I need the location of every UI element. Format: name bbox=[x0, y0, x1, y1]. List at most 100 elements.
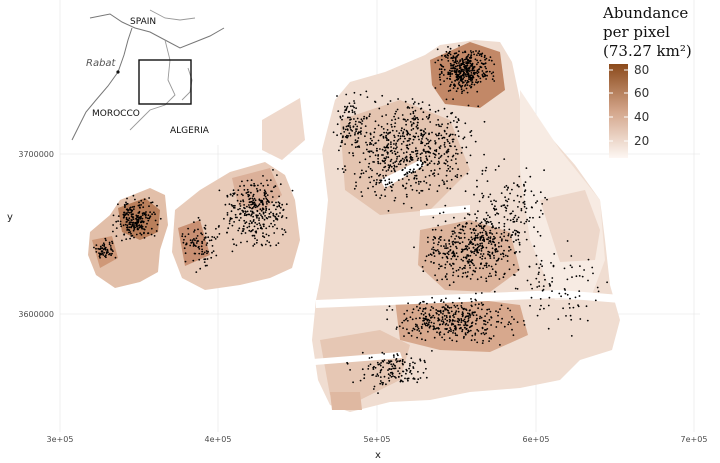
occurrence-point bbox=[428, 319, 431, 322]
occurrence-point bbox=[402, 132, 404, 135]
occurrence-point bbox=[128, 226, 131, 229]
occurrence-point bbox=[278, 195, 280, 198]
occurrence-point bbox=[351, 109, 354, 112]
occurrence-point bbox=[483, 153, 485, 156]
occurrence-point bbox=[468, 213, 471, 216]
occurrence-point bbox=[456, 121, 458, 124]
occurrence-point bbox=[259, 224, 262, 227]
occurrence-point bbox=[461, 275, 464, 278]
occurrence-point bbox=[461, 241, 464, 244]
occurrence-point bbox=[411, 311, 414, 314]
occurrence-point bbox=[452, 243, 455, 246]
occurrence-point bbox=[568, 303, 571, 305]
occurrence-point bbox=[469, 62, 472, 65]
occurrence-point bbox=[484, 169, 487, 172]
occurrence-point bbox=[478, 200, 481, 203]
occurrence-point bbox=[457, 236, 460, 238]
occurrence-point bbox=[446, 138, 449, 141]
occurrence-point bbox=[405, 372, 407, 375]
occurrence-point bbox=[445, 297, 447, 300]
occurrence-point bbox=[141, 225, 144, 228]
occurrence-point bbox=[451, 73, 454, 75]
occurrence-point bbox=[419, 159, 422, 162]
occurrence-point bbox=[390, 181, 393, 184]
occurrence-point bbox=[476, 217, 478, 219]
occurrence-point bbox=[379, 364, 382, 367]
occurrence-point bbox=[250, 213, 253, 216]
occurrence-point bbox=[243, 204, 246, 206]
occurrence-point bbox=[475, 314, 478, 316]
occurrence-point bbox=[395, 147, 397, 150]
occurrence-point bbox=[445, 316, 448, 319]
occurrence-point bbox=[145, 213, 147, 216]
occurrence-point bbox=[128, 217, 131, 220]
occurrence-point bbox=[450, 264, 453, 267]
occurrence-point bbox=[484, 219, 486, 222]
occurrence-point bbox=[454, 311, 457, 314]
occurrence-point bbox=[148, 217, 151, 220]
occurrence-point bbox=[111, 242, 114, 245]
occurrence-point bbox=[379, 134, 382, 137]
occurrence-point bbox=[473, 193, 475, 196]
occurrence-point bbox=[468, 243, 470, 246]
occurrence-point bbox=[579, 318, 582, 320]
occurrence-point bbox=[415, 317, 417, 320]
occurrence-point bbox=[272, 225, 274, 228]
occurrence-point bbox=[399, 135, 402, 138]
occurrence-point bbox=[388, 181, 391, 184]
occurrence-point bbox=[377, 124, 380, 127]
occurrence-point bbox=[518, 185, 520, 188]
occurrence-point bbox=[513, 229, 516, 232]
occurrence-point bbox=[440, 320, 443, 322]
occurrence-point bbox=[256, 205, 259, 208]
occurrence-point bbox=[381, 383, 384, 386]
occurrence-point bbox=[425, 116, 428, 118]
occurrence-point bbox=[443, 141, 446, 144]
occurrence-point bbox=[387, 151, 389, 154]
occurrence-point bbox=[138, 224, 141, 227]
occurrence-point bbox=[268, 208, 271, 211]
occurrence-point bbox=[473, 83, 476, 86]
occurrence-point bbox=[460, 258, 463, 261]
occurrence-point bbox=[457, 323, 460, 326]
occurrence-point bbox=[459, 327, 462, 330]
occurrence-point bbox=[464, 264, 466, 267]
occurrence-point bbox=[278, 202, 281, 205]
x-axis: 3e+05 4e+05 5e+05 6e+05 7e+05 x bbox=[47, 435, 708, 461]
occurrence-point bbox=[409, 113, 412, 115]
occurrence-point bbox=[272, 220, 275, 222]
occurrence-point bbox=[457, 135, 460, 138]
occurrence-point bbox=[497, 311, 500, 313]
occurrence-point bbox=[346, 362, 349, 365]
occurrence-point bbox=[513, 216, 516, 219]
occurrence-point bbox=[256, 239, 258, 242]
occurrence-point bbox=[542, 285, 545, 287]
occurrence-point bbox=[463, 72, 465, 74]
occurrence-point bbox=[427, 241, 429, 243]
occurrence-point bbox=[383, 177, 385, 179]
occurrence-point bbox=[507, 323, 510, 326]
occurrence-point bbox=[117, 215, 120, 218]
occurrence-point bbox=[462, 312, 464, 315]
occurrence-point bbox=[198, 219, 201, 222]
occurrence-point bbox=[505, 199, 507, 202]
occurrence-point bbox=[466, 315, 468, 318]
occurrence-point bbox=[417, 135, 420, 138]
occurrence-point bbox=[454, 175, 457, 178]
occurrence-point bbox=[469, 60, 472, 62]
occurrence-point bbox=[396, 151, 399, 154]
occurrence-point bbox=[464, 190, 467, 193]
occurrence-point bbox=[254, 206, 257, 209]
occurrence-point bbox=[148, 205, 150, 208]
occurrence-point bbox=[458, 223, 461, 226]
occurrence-point bbox=[461, 57, 464, 60]
occurrence-point bbox=[427, 139, 429, 141]
occurrence-point bbox=[513, 274, 516, 276]
occurrence-point bbox=[523, 324, 526, 326]
occurrence-point bbox=[415, 155, 418, 158]
occurrence-point bbox=[467, 53, 470, 56]
occurrence-point bbox=[475, 50, 477, 52]
occurrence-point bbox=[424, 259, 427, 262]
occurrence-point bbox=[353, 91, 356, 94]
occurrence-point bbox=[150, 227, 153, 230]
